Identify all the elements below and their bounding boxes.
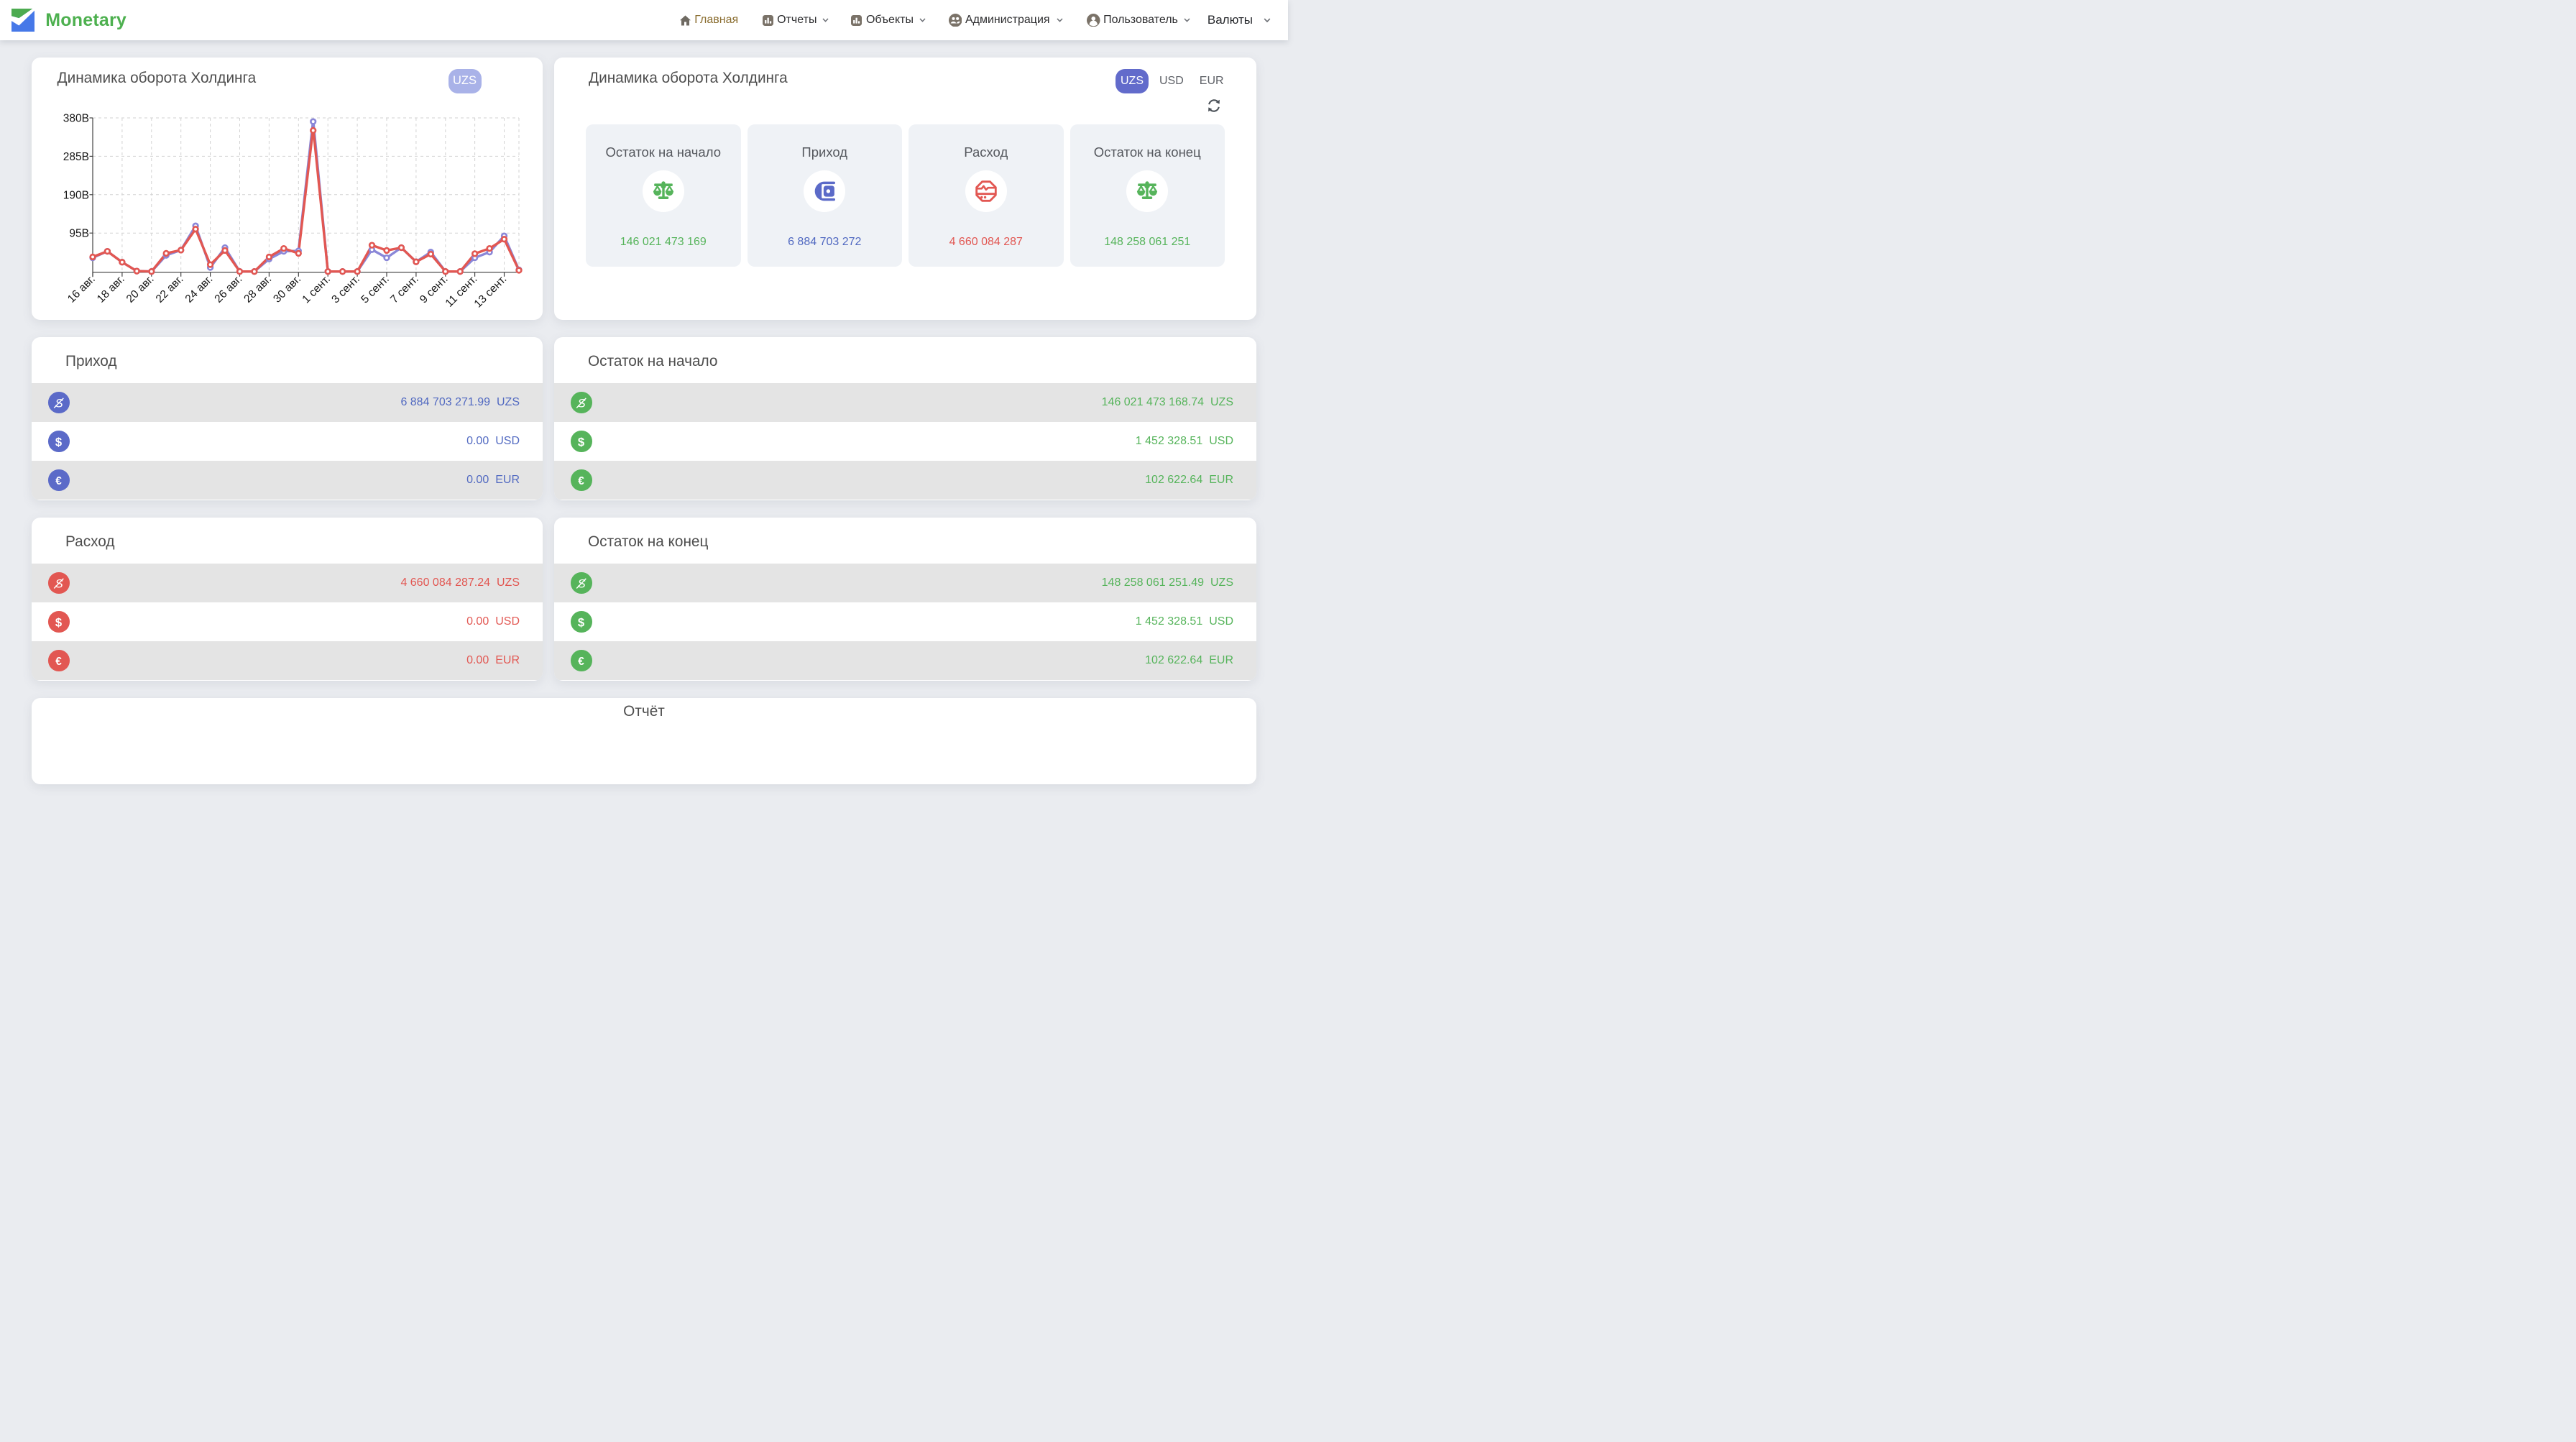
svg-text:95B: 95B xyxy=(69,228,89,240)
svg-text:380B: 380B xyxy=(63,113,89,125)
svg-text:22 авг.: 22 авг. xyxy=(154,273,186,306)
svg-text:$: $ xyxy=(55,435,62,449)
svg-text:30 авг.: 30 авг. xyxy=(271,273,303,306)
svg-text:€: € xyxy=(578,656,584,668)
svg-text:28 авг.: 28 авг. xyxy=(242,273,274,306)
svg-text:13 сент.: 13 сент. xyxy=(472,273,510,311)
svg-text:16 авг.: 16 авг. xyxy=(65,273,98,306)
svg-text:€: € xyxy=(55,475,62,487)
svg-text:1 сент.: 1 сент. xyxy=(300,273,333,306)
svg-text:24 авг.: 24 авг. xyxy=(183,273,216,306)
svg-text:€: € xyxy=(578,475,584,487)
svg-text:€: € xyxy=(55,656,62,668)
svg-text:5 сент.: 5 сент. xyxy=(359,273,392,306)
svg-text:20 авг.: 20 авг. xyxy=(124,273,157,306)
svg-text:$: $ xyxy=(578,435,584,449)
svg-text:18 авг.: 18 авг. xyxy=(95,273,127,306)
svg-text:285B: 285B xyxy=(63,151,89,163)
svg-text:26 авг.: 26 авг. xyxy=(212,273,244,306)
svg-text:$: $ xyxy=(578,615,584,629)
svg-text:$: $ xyxy=(55,615,62,629)
svg-text:3 сент.: 3 сент. xyxy=(329,273,362,306)
svg-text:7 сент.: 7 сент. xyxy=(388,273,421,306)
svg-text:190B: 190B xyxy=(63,189,89,201)
